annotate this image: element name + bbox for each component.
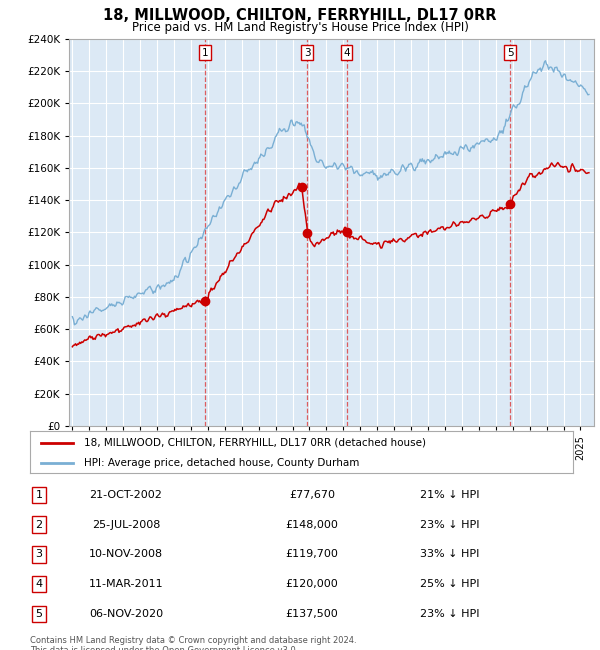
Text: 23% ↓ HPI: 23% ↓ HPI [420,519,480,530]
Text: 11-MAR-2011: 11-MAR-2011 [89,579,163,590]
Text: £77,670: £77,670 [289,489,335,500]
Text: £120,000: £120,000 [286,579,338,590]
Text: 25-JUL-2008: 25-JUL-2008 [92,519,160,530]
Text: 18, MILLWOOD, CHILTON, FERRYHILL, DL17 0RR: 18, MILLWOOD, CHILTON, FERRYHILL, DL17 0… [103,8,497,23]
Text: 25% ↓ HPI: 25% ↓ HPI [420,579,480,590]
Text: 5: 5 [35,609,43,619]
Text: 06-NOV-2020: 06-NOV-2020 [89,609,163,619]
Text: Price paid vs. HM Land Registry's House Price Index (HPI): Price paid vs. HM Land Registry's House … [131,21,469,34]
Text: Contains HM Land Registry data © Crown copyright and database right 2024.
This d: Contains HM Land Registry data © Crown c… [30,636,356,650]
Text: £148,000: £148,000 [286,519,338,530]
Text: 18, MILLWOOD, CHILTON, FERRYHILL, DL17 0RR (detached house): 18, MILLWOOD, CHILTON, FERRYHILL, DL17 0… [85,438,426,448]
Text: 33% ↓ HPI: 33% ↓ HPI [421,549,479,560]
Text: 21-OCT-2002: 21-OCT-2002 [89,489,163,500]
Text: 23% ↓ HPI: 23% ↓ HPI [420,609,480,619]
Text: 1: 1 [35,489,43,500]
Text: 4: 4 [343,47,350,58]
Text: 2: 2 [35,519,43,530]
Text: £137,500: £137,500 [286,609,338,619]
Text: 5: 5 [507,47,514,58]
Text: HPI: Average price, detached house, County Durham: HPI: Average price, detached house, Coun… [85,458,359,467]
Text: 3: 3 [35,549,43,560]
Text: 1: 1 [202,47,208,58]
Text: 4: 4 [35,579,43,590]
Text: £119,700: £119,700 [286,549,338,560]
Text: 10-NOV-2008: 10-NOV-2008 [89,549,163,560]
Text: 3: 3 [304,47,310,58]
Text: 21% ↓ HPI: 21% ↓ HPI [420,489,480,500]
